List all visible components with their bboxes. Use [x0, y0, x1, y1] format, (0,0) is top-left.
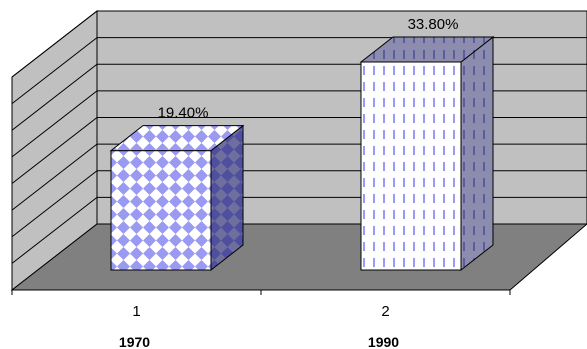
bar-top-face — [359, 36, 495, 63]
gridline-side — [11, 10, 98, 78]
gridline-side — [11, 196, 98, 264]
category-label: 1990 — [368, 334, 399, 349]
labels: 19.40% 1 1970 33.80% 2 1990 — [119, 16, 459, 349]
x-tick-label: 1 — [132, 303, 140, 320]
x-tick-label: 2 — [381, 303, 389, 320]
bar-side-face — [460, 35, 494, 272]
bars — [109, 35, 495, 272]
gridline-side — [11, 63, 98, 131]
gridline-side — [11, 90, 98, 158]
chart-walls — [10, 9, 587, 292]
gridline-side — [11, 143, 98, 211]
bar-1990 — [359, 35, 495, 272]
floor — [10, 223, 587, 291]
bar-front-face — [110, 150, 212, 271]
category-label: 1970 — [119, 334, 150, 349]
gridline-side — [11, 37, 98, 105]
data-label: 33.80% — [408, 16, 459, 33]
gridline-side — [11, 170, 98, 238]
bar-front-face — [360, 61, 462, 271]
bar-top-face — [109, 125, 245, 152]
data-label: 19.40% — [158, 105, 209, 122]
bar-1970 — [109, 124, 245, 272]
gridline-side — [11, 117, 98, 184]
